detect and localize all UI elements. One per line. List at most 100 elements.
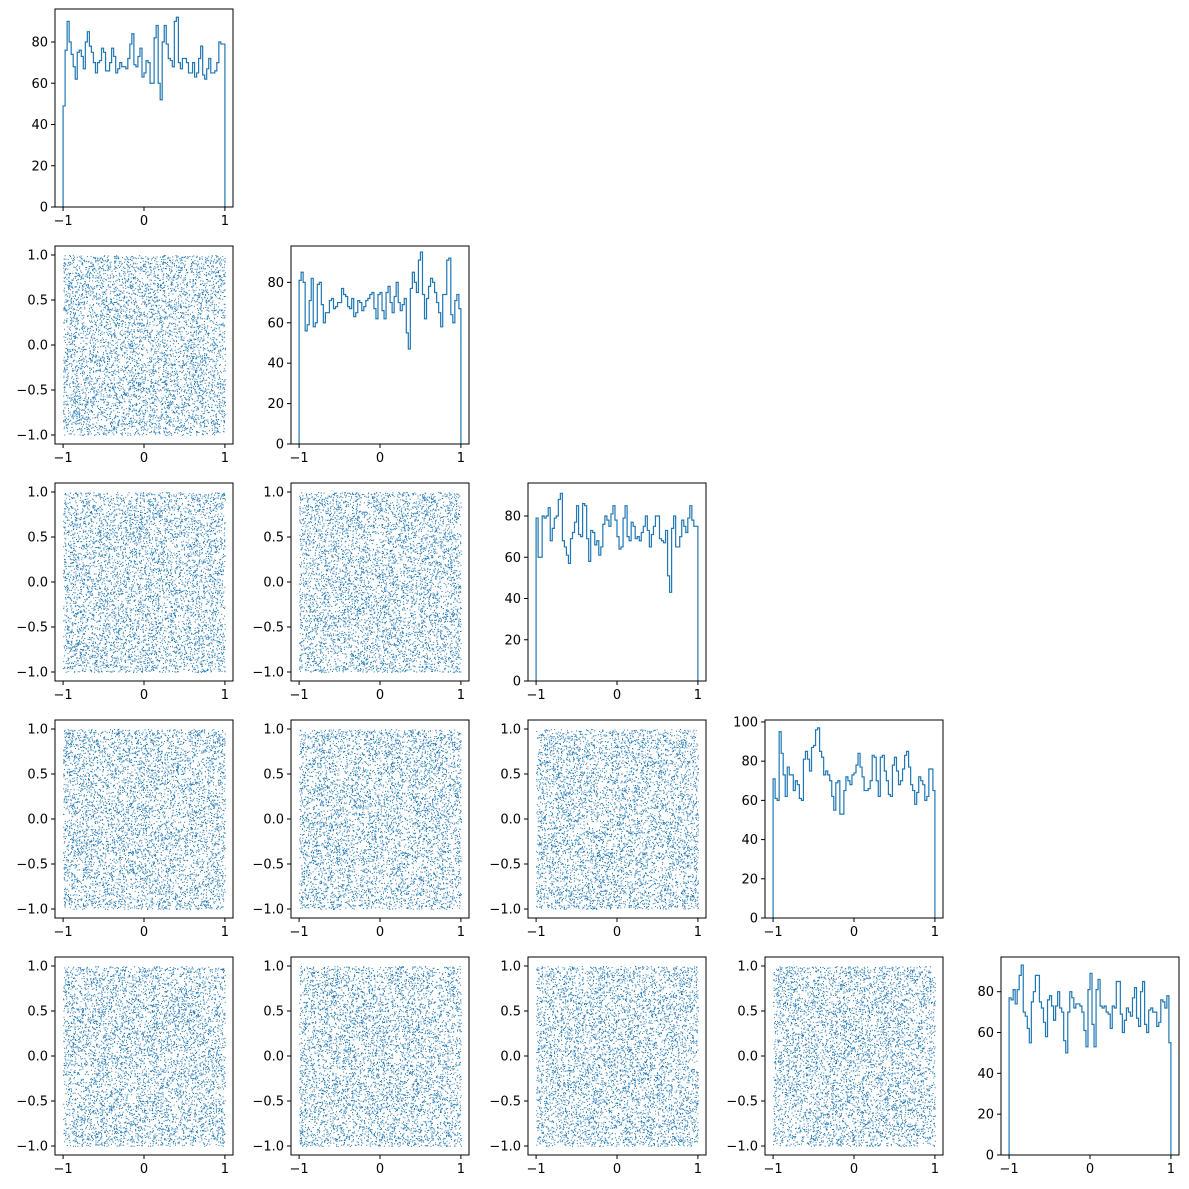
y-tick-label: 60	[741, 794, 758, 809]
scatter-points	[299, 492, 462, 673]
y-tick-label: −0.5	[489, 858, 521, 873]
y-tick-label: 1.0	[27, 249, 48, 264]
y-tick-label: 0.0	[263, 576, 284, 591]
axes-frame	[764, 719, 944, 919]
y-tick-label: 0.0	[737, 1050, 758, 1065]
y-tick-label: −1.0	[16, 1140, 48, 1155]
scatter-points	[773, 966, 936, 1147]
histogram-step-line	[772, 727, 936, 918]
y-tick-label: 0.0	[500, 1050, 521, 1065]
y-tick-label: 0.0	[263, 1050, 284, 1065]
scatter-panel-4-2: −1.0 −0.5 0.0 0.5 1.0 −1 0 1	[252, 719, 470, 940]
y-tick-label: 0.5	[263, 531, 284, 546]
scatter-panel-2-1: −1.0 −0.5 0.0 0.5 1.0 −1 0 1	[16, 245, 234, 466]
x-tick-label: 0	[376, 925, 384, 940]
x-tick-label: 0	[376, 1162, 384, 1177]
histogram-panel-2: 0 20 40 60 80 −1 0 1	[267, 245, 470, 466]
axes-frame	[290, 245, 470, 445]
y-tick-label: 60	[267, 316, 284, 331]
x-tick-label: 0	[613, 1162, 621, 1177]
histogram-panel-1: 0 20 40 60 80 −1 0 1	[31, 8, 234, 229]
y-tick-label: 100	[733, 715, 758, 730]
x-tick-label: −1	[54, 688, 73, 703]
histogram-panel-5: 0 20 40 60 80 −1 0 1	[977, 956, 1180, 1177]
x-tick-label: 1	[457, 451, 465, 466]
scatter-points	[536, 966, 699, 1147]
scatter-points	[63, 729, 226, 910]
scatter-points	[63, 255, 226, 436]
histogram-step-line	[62, 16, 226, 207]
y-tick-label: 1.0	[263, 723, 284, 738]
x-tick-label: 1	[457, 925, 465, 940]
y-tick-label: −0.5	[252, 858, 284, 873]
x-tick-label: −1	[527, 688, 546, 703]
x-tick-label: −1	[290, 451, 309, 466]
y-tick-label: −0.5	[726, 1095, 758, 1110]
x-tick-label: −1	[54, 925, 73, 940]
x-tick-label: 1	[457, 688, 465, 703]
x-tick-label: 1	[221, 451, 229, 466]
x-tick-label: 0	[850, 925, 858, 940]
x-tick-label: 1	[694, 925, 702, 940]
x-tick-label: 1	[457, 1162, 465, 1177]
y-tick-label: 80	[267, 276, 284, 291]
y-tick-label: 0.5	[500, 768, 521, 783]
y-tick-label: 0.5	[263, 1005, 284, 1020]
y-tick-label: −1.0	[252, 666, 284, 681]
x-tick-label: 0	[140, 214, 148, 229]
x-tick-label: 1	[221, 925, 229, 940]
y-tick-label: 1.0	[27, 723, 48, 738]
y-tick-label: −1.0	[726, 1140, 758, 1155]
y-tick-label: 1.0	[27, 486, 48, 501]
x-tick-label: 0	[613, 688, 621, 703]
y-tick-label: 0.5	[737, 1005, 758, 1020]
scatter-panel-5-1: −1.0 −0.5 0.0 0.5 1.0 −1 0 1	[16, 956, 234, 1177]
y-tick-label: 0.0	[263, 813, 284, 828]
y-tick-label: 20	[504, 633, 521, 648]
y-tick-label: 20	[977, 1108, 994, 1123]
y-tick-label: −0.5	[252, 1095, 284, 1110]
y-tick-label: 20	[31, 159, 48, 174]
y-tick-label: 0.5	[27, 531, 48, 546]
y-tick-label: 1.0	[263, 486, 284, 501]
histogram-step-line	[298, 251, 462, 444]
y-tick-label: −1.0	[252, 1140, 284, 1155]
y-tick-label: −0.5	[252, 621, 284, 636]
x-tick-label: 1	[1167, 1162, 1175, 1177]
scatter-points	[63, 492, 226, 673]
scatter-points	[536, 729, 699, 910]
y-tick-label: 80	[977, 985, 994, 1000]
histogram-panel-3: 0 20 40 60 80 −1 0 1	[504, 482, 707, 703]
y-tick-label: 0.5	[500, 1005, 521, 1020]
y-tick-label: 40	[977, 1067, 994, 1082]
scatter-points	[63, 966, 226, 1147]
x-tick-label: 1	[931, 1162, 939, 1177]
y-tick-label: 1.0	[737, 960, 758, 975]
y-tick-label: 0.5	[263, 768, 284, 783]
y-tick-label: −1.0	[489, 1140, 521, 1155]
x-tick-label: 1	[221, 214, 229, 229]
y-tick-label: 60	[31, 77, 48, 92]
x-tick-label: 0	[140, 925, 148, 940]
y-tick-label: 40	[504, 592, 521, 607]
x-tick-label: −1	[764, 1162, 783, 1177]
y-tick-label: −1.0	[16, 666, 48, 681]
y-tick-label: 1.0	[27, 960, 48, 975]
y-tick-label: 40	[741, 833, 758, 848]
x-tick-label: 0	[140, 688, 148, 703]
y-tick-label: 20	[741, 872, 758, 887]
x-tick-label: 0	[140, 1162, 148, 1177]
x-tick-label: 1	[221, 1162, 229, 1177]
scatter-panel-3-2: −1.0 −0.5 0.0 0.5 1.0 −1 0 1	[252, 482, 470, 703]
x-tick-label: −1	[290, 925, 309, 940]
y-tick-label: 0.5	[27, 1005, 48, 1020]
y-tick-label: −1.0	[489, 903, 521, 918]
y-tick-label: 0.5	[27, 294, 48, 309]
histogram-step-line	[1008, 964, 1172, 1155]
y-tick-label: 0.0	[27, 339, 48, 354]
y-tick-label: 20	[267, 397, 284, 412]
x-tick-label: −1	[290, 1162, 309, 1177]
scatter-panel-4-3: −1.0 −0.5 0.0 0.5 1.0 −1 0 1	[489, 719, 707, 940]
x-tick-label: 1	[221, 688, 229, 703]
histogram-step-line	[535, 492, 699, 681]
